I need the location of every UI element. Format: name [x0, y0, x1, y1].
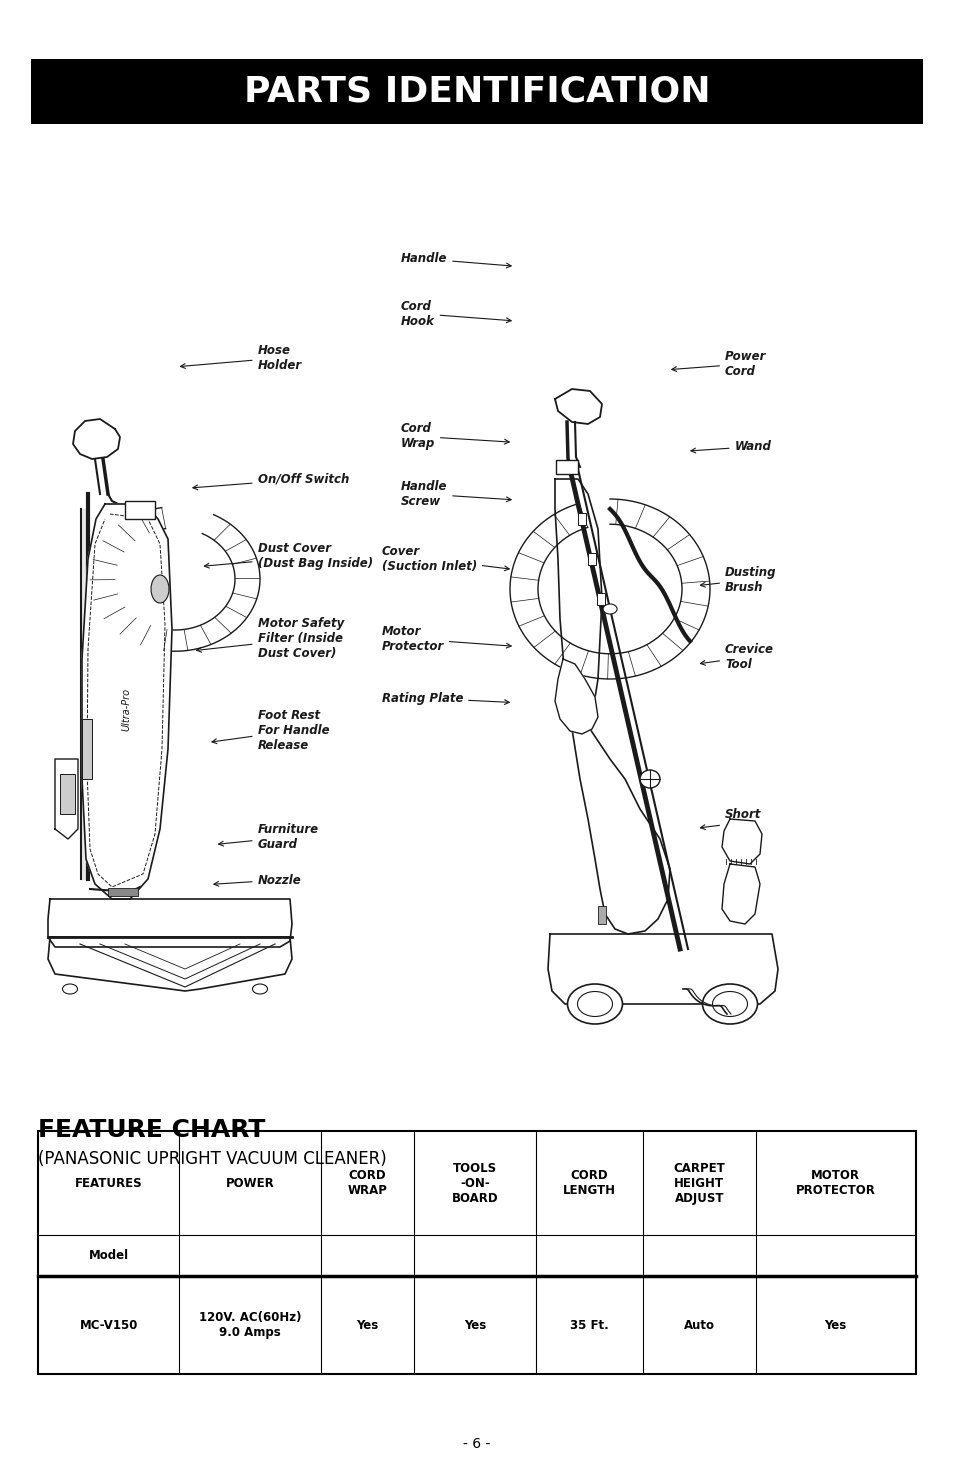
Ellipse shape	[253, 984, 267, 994]
Text: PARTS IDENTIFICATION: PARTS IDENTIFICATION	[243, 75, 710, 108]
Polygon shape	[555, 389, 601, 424]
Bar	[30, 59, 923, 124]
Text: Hose
Holder: Hose Holder	[180, 345, 301, 371]
Text: Motor Safety
Filter (Inside
Dust Cover): Motor Safety Filter (Inside Dust Cover)	[196, 617, 343, 661]
Text: Nozzle: Nozzle	[213, 874, 301, 886]
Bar	[60, 774, 75, 813]
Text: MOTOR
PROTECTOR: MOTOR PROTECTOR	[795, 1170, 875, 1197]
Text: Wand: Wand	[690, 441, 771, 453]
Text: Short
Hose: Short Hose	[700, 809, 760, 836]
Ellipse shape	[577, 991, 612, 1016]
Text: Model: Model	[89, 1250, 129, 1262]
Text: Handle: Handle	[400, 253, 511, 268]
Text: Cover
(Suction Inlet): Cover (Suction Inlet)	[381, 546, 509, 572]
Polygon shape	[510, 498, 709, 679]
Ellipse shape	[63, 984, 77, 994]
Ellipse shape	[639, 771, 659, 788]
Text: Ultra-Pro: Ultra-Pro	[121, 688, 131, 731]
Ellipse shape	[567, 984, 622, 1023]
Polygon shape	[48, 938, 292, 991]
Text: Power
Cord: Power Cord	[671, 351, 765, 377]
Text: Auto: Auto	[683, 1319, 714, 1331]
Text: CORD
WRAP: CORD WRAP	[347, 1170, 387, 1197]
Text: Yes: Yes	[823, 1319, 846, 1331]
Bar	[598, 907, 605, 924]
Text: Furniture
Guard: Furniture Guard	[218, 824, 318, 850]
Text: Cord
Hook: Cord Hook	[400, 300, 511, 327]
Ellipse shape	[701, 984, 757, 1023]
Text: Crevice
Tool: Crevice Tool	[700, 643, 773, 670]
Polygon shape	[82, 504, 172, 899]
Polygon shape	[721, 819, 761, 864]
Polygon shape	[555, 479, 669, 935]
Text: Dust Cover
(Dust Bag Inside): Dust Cover (Dust Bag Inside)	[204, 543, 373, 569]
Text: POWER: POWER	[225, 1177, 274, 1189]
Text: MC-V150: MC-V150	[79, 1319, 138, 1331]
Polygon shape	[547, 935, 778, 1004]
Ellipse shape	[712, 991, 747, 1016]
Text: Motor
Protector: Motor Protector	[381, 626, 511, 652]
Text: On/Off Switch: On/Off Switch	[193, 473, 349, 490]
Text: Rating Plate: Rating Plate	[381, 692, 509, 704]
Text: 35 Ft.: 35 Ft.	[570, 1319, 608, 1331]
Text: Handle
Screw: Handle Screw	[400, 481, 511, 507]
Text: CARPET
HEIGHT
ADJUST: CARPET HEIGHT ADJUST	[673, 1161, 724, 1205]
Polygon shape	[555, 660, 598, 734]
Polygon shape	[48, 899, 292, 947]
Bar	[125, 501, 154, 519]
Polygon shape	[721, 864, 760, 924]
Text: 120V. AC(60Hz)
9.0 Amps: 120V. AC(60Hz) 9.0 Amps	[198, 1312, 301, 1338]
Bar	[108, 887, 138, 896]
Bar	[82, 719, 91, 779]
Text: FEATURE CHART: FEATURE CHART	[38, 1118, 265, 1142]
Polygon shape	[73, 419, 120, 458]
Ellipse shape	[151, 575, 169, 603]
Text: FEATURES: FEATURES	[75, 1177, 142, 1189]
Text: Dusting
Brush: Dusting Brush	[700, 566, 776, 593]
Text: CORD
LENGTH: CORD LENGTH	[562, 1170, 616, 1197]
Text: Yes: Yes	[463, 1319, 486, 1331]
Ellipse shape	[602, 603, 617, 614]
Text: Cord
Wrap: Cord Wrap	[400, 423, 509, 450]
Bar	[597, 593, 604, 605]
Text: (PANASONIC UPRIGHT VACUUM CLEANER): (PANASONIC UPRIGHT VACUUM CLEANER)	[38, 1151, 387, 1168]
Bar	[587, 553, 595, 565]
Text: - 6 -: - 6 -	[463, 1436, 490, 1451]
Bar	[578, 513, 586, 525]
Text: Yes: Yes	[355, 1319, 378, 1331]
Polygon shape	[55, 759, 78, 839]
Bar	[556, 460, 578, 473]
Bar	[38, 1131, 915, 1374]
Text: TOOLS
-ON-
BOARD: TOOLS -ON- BOARD	[452, 1161, 497, 1205]
Text: Foot Rest
For Handle
Release: Foot Rest For Handle Release	[212, 708, 329, 753]
